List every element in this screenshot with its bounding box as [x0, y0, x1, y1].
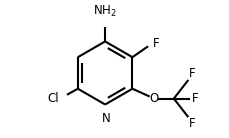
Text: NH$_2$: NH$_2$	[93, 4, 117, 19]
Text: Cl: Cl	[47, 92, 59, 105]
Text: F: F	[188, 67, 194, 80]
Text: O: O	[149, 92, 158, 105]
Text: N: N	[101, 112, 110, 125]
Text: F: F	[188, 117, 194, 130]
Text: F: F	[153, 37, 159, 50]
Text: F: F	[191, 92, 197, 105]
